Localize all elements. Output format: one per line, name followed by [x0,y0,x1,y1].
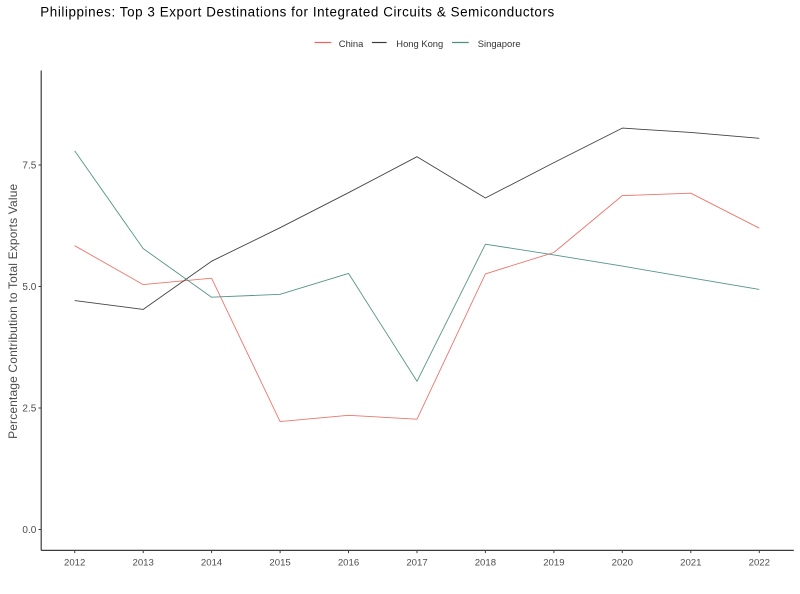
svg-text:2022: 2022 [749,558,770,569]
svg-text:2015: 2015 [269,558,290,569]
svg-text:2012: 2012 [64,558,85,569]
svg-text:Percentage Contribution to Tot: Percentage Contribution to Total Exports… [6,183,20,438]
svg-text:0.0: 0.0 [22,525,36,536]
svg-text:2018: 2018 [475,558,496,569]
svg-text:Singapore: Singapore [478,38,521,49]
svg-text:Philippines: Top 3 Export Dest: Philippines: Top 3 Export Destinations f… [40,5,554,20]
svg-text:2017: 2017 [406,558,427,569]
svg-text:2.5: 2.5 [22,404,36,415]
svg-text:2021: 2021 [680,558,701,569]
svg-text:2020: 2020 [612,558,633,569]
svg-text:China: China [339,38,364,49]
svg-text:7.5: 7.5 [22,161,36,172]
svg-text:Hong Kong: Hong Kong [396,38,443,49]
svg-text:2019: 2019 [543,558,564,569]
svg-text:2016: 2016 [338,558,359,569]
svg-text:2014: 2014 [201,558,223,569]
svg-text:5.0: 5.0 [22,282,36,293]
svg-text:2013: 2013 [133,558,154,569]
